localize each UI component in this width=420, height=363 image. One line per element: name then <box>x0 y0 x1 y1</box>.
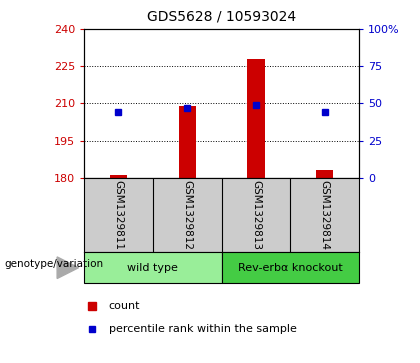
Text: Rev-erbα knockout: Rev-erbα knockout <box>238 263 343 273</box>
Bar <box>222 252 359 283</box>
Text: GSM1329813: GSM1329813 <box>251 180 261 250</box>
Polygon shape <box>57 257 79 278</box>
Bar <box>84 252 222 283</box>
Text: GSM1329812: GSM1329812 <box>182 180 192 250</box>
Text: wild type: wild type <box>127 263 178 273</box>
Text: count: count <box>109 301 140 311</box>
Bar <box>178 106 196 178</box>
Text: percentile rank within the sample: percentile rank within the sample <box>109 324 297 334</box>
Bar <box>247 59 265 178</box>
Bar <box>110 175 127 178</box>
Text: genotype/variation: genotype/variation <box>4 259 103 269</box>
Text: GSM1329814: GSM1329814 <box>320 180 330 250</box>
Title: GDS5628 / 10593024: GDS5628 / 10593024 <box>147 10 296 24</box>
Text: GSM1329811: GSM1329811 <box>113 180 123 250</box>
Bar <box>316 171 333 178</box>
